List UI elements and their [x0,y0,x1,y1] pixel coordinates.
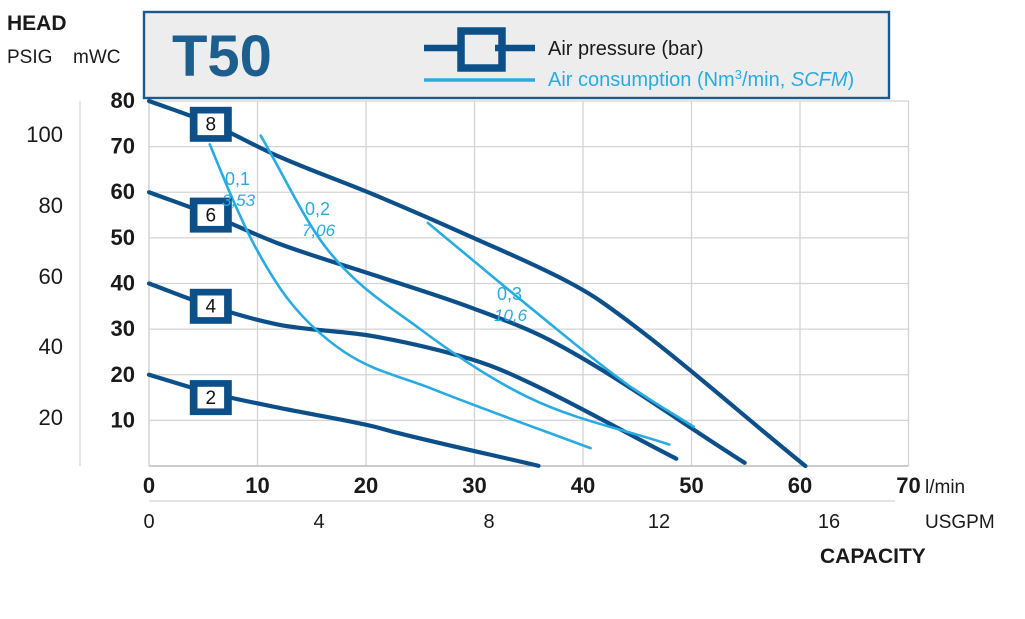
svg-text:50: 50 [679,473,703,498]
svg-text:0: 0 [143,511,154,533]
svg-text:50: 50 [111,225,135,250]
svg-text:60: 60 [111,179,135,204]
svg-text:mWC: mWC [73,47,120,68]
svg-text:12: 12 [648,511,670,533]
svg-text:0: 0 [143,473,155,498]
svg-text:100: 100 [26,122,63,147]
svg-text:10: 10 [111,408,135,433]
svg-text:20: 20 [39,405,63,430]
svg-text:8: 8 [483,511,494,533]
svg-text:0,3: 0,3 [497,284,522,304]
svg-text:6: 6 [206,205,217,226]
svg-text:Air consumption (Nm3/min, SCFM: Air consumption (Nm3/min, SCFM) [548,67,854,92]
svg-text:USGPM: USGPM [925,512,995,533]
svg-text:60: 60 [39,264,63,289]
svg-text:40: 40 [39,334,63,359]
svg-text:3,53: 3,53 [222,191,256,210]
svg-text:HEAD: HEAD [7,12,67,35]
svg-text:16: 16 [818,511,840,533]
svg-text:30: 30 [111,316,135,341]
svg-text:70: 70 [111,134,135,159]
svg-text:10: 10 [245,473,269,498]
svg-text:4: 4 [313,511,324,533]
svg-text:30: 30 [462,473,486,498]
svg-text:20: 20 [111,362,135,387]
svg-text:Air pressure (bar): Air pressure (bar) [548,38,704,60]
svg-text:60: 60 [788,473,812,498]
svg-text:l/min: l/min [925,477,965,498]
svg-text:0,1: 0,1 [225,169,250,189]
svg-text:20: 20 [354,473,378,498]
svg-text:10,6: 10,6 [494,306,528,325]
svg-text:PSIG: PSIG [7,47,52,68]
svg-text:2: 2 [206,388,217,409]
svg-text:7,06: 7,06 [302,221,336,240]
svg-text:70: 70 [896,473,920,498]
svg-text:4: 4 [206,297,217,318]
svg-text:80: 80 [111,88,135,113]
svg-text:8: 8 [206,115,217,136]
svg-text:T50: T50 [172,24,272,89]
svg-text:80: 80 [39,193,63,218]
svg-text:CAPACITY: CAPACITY [820,545,926,568]
svg-text:0,2: 0,2 [305,199,330,219]
svg-text:40: 40 [571,473,595,498]
svg-text:40: 40 [111,271,135,296]
